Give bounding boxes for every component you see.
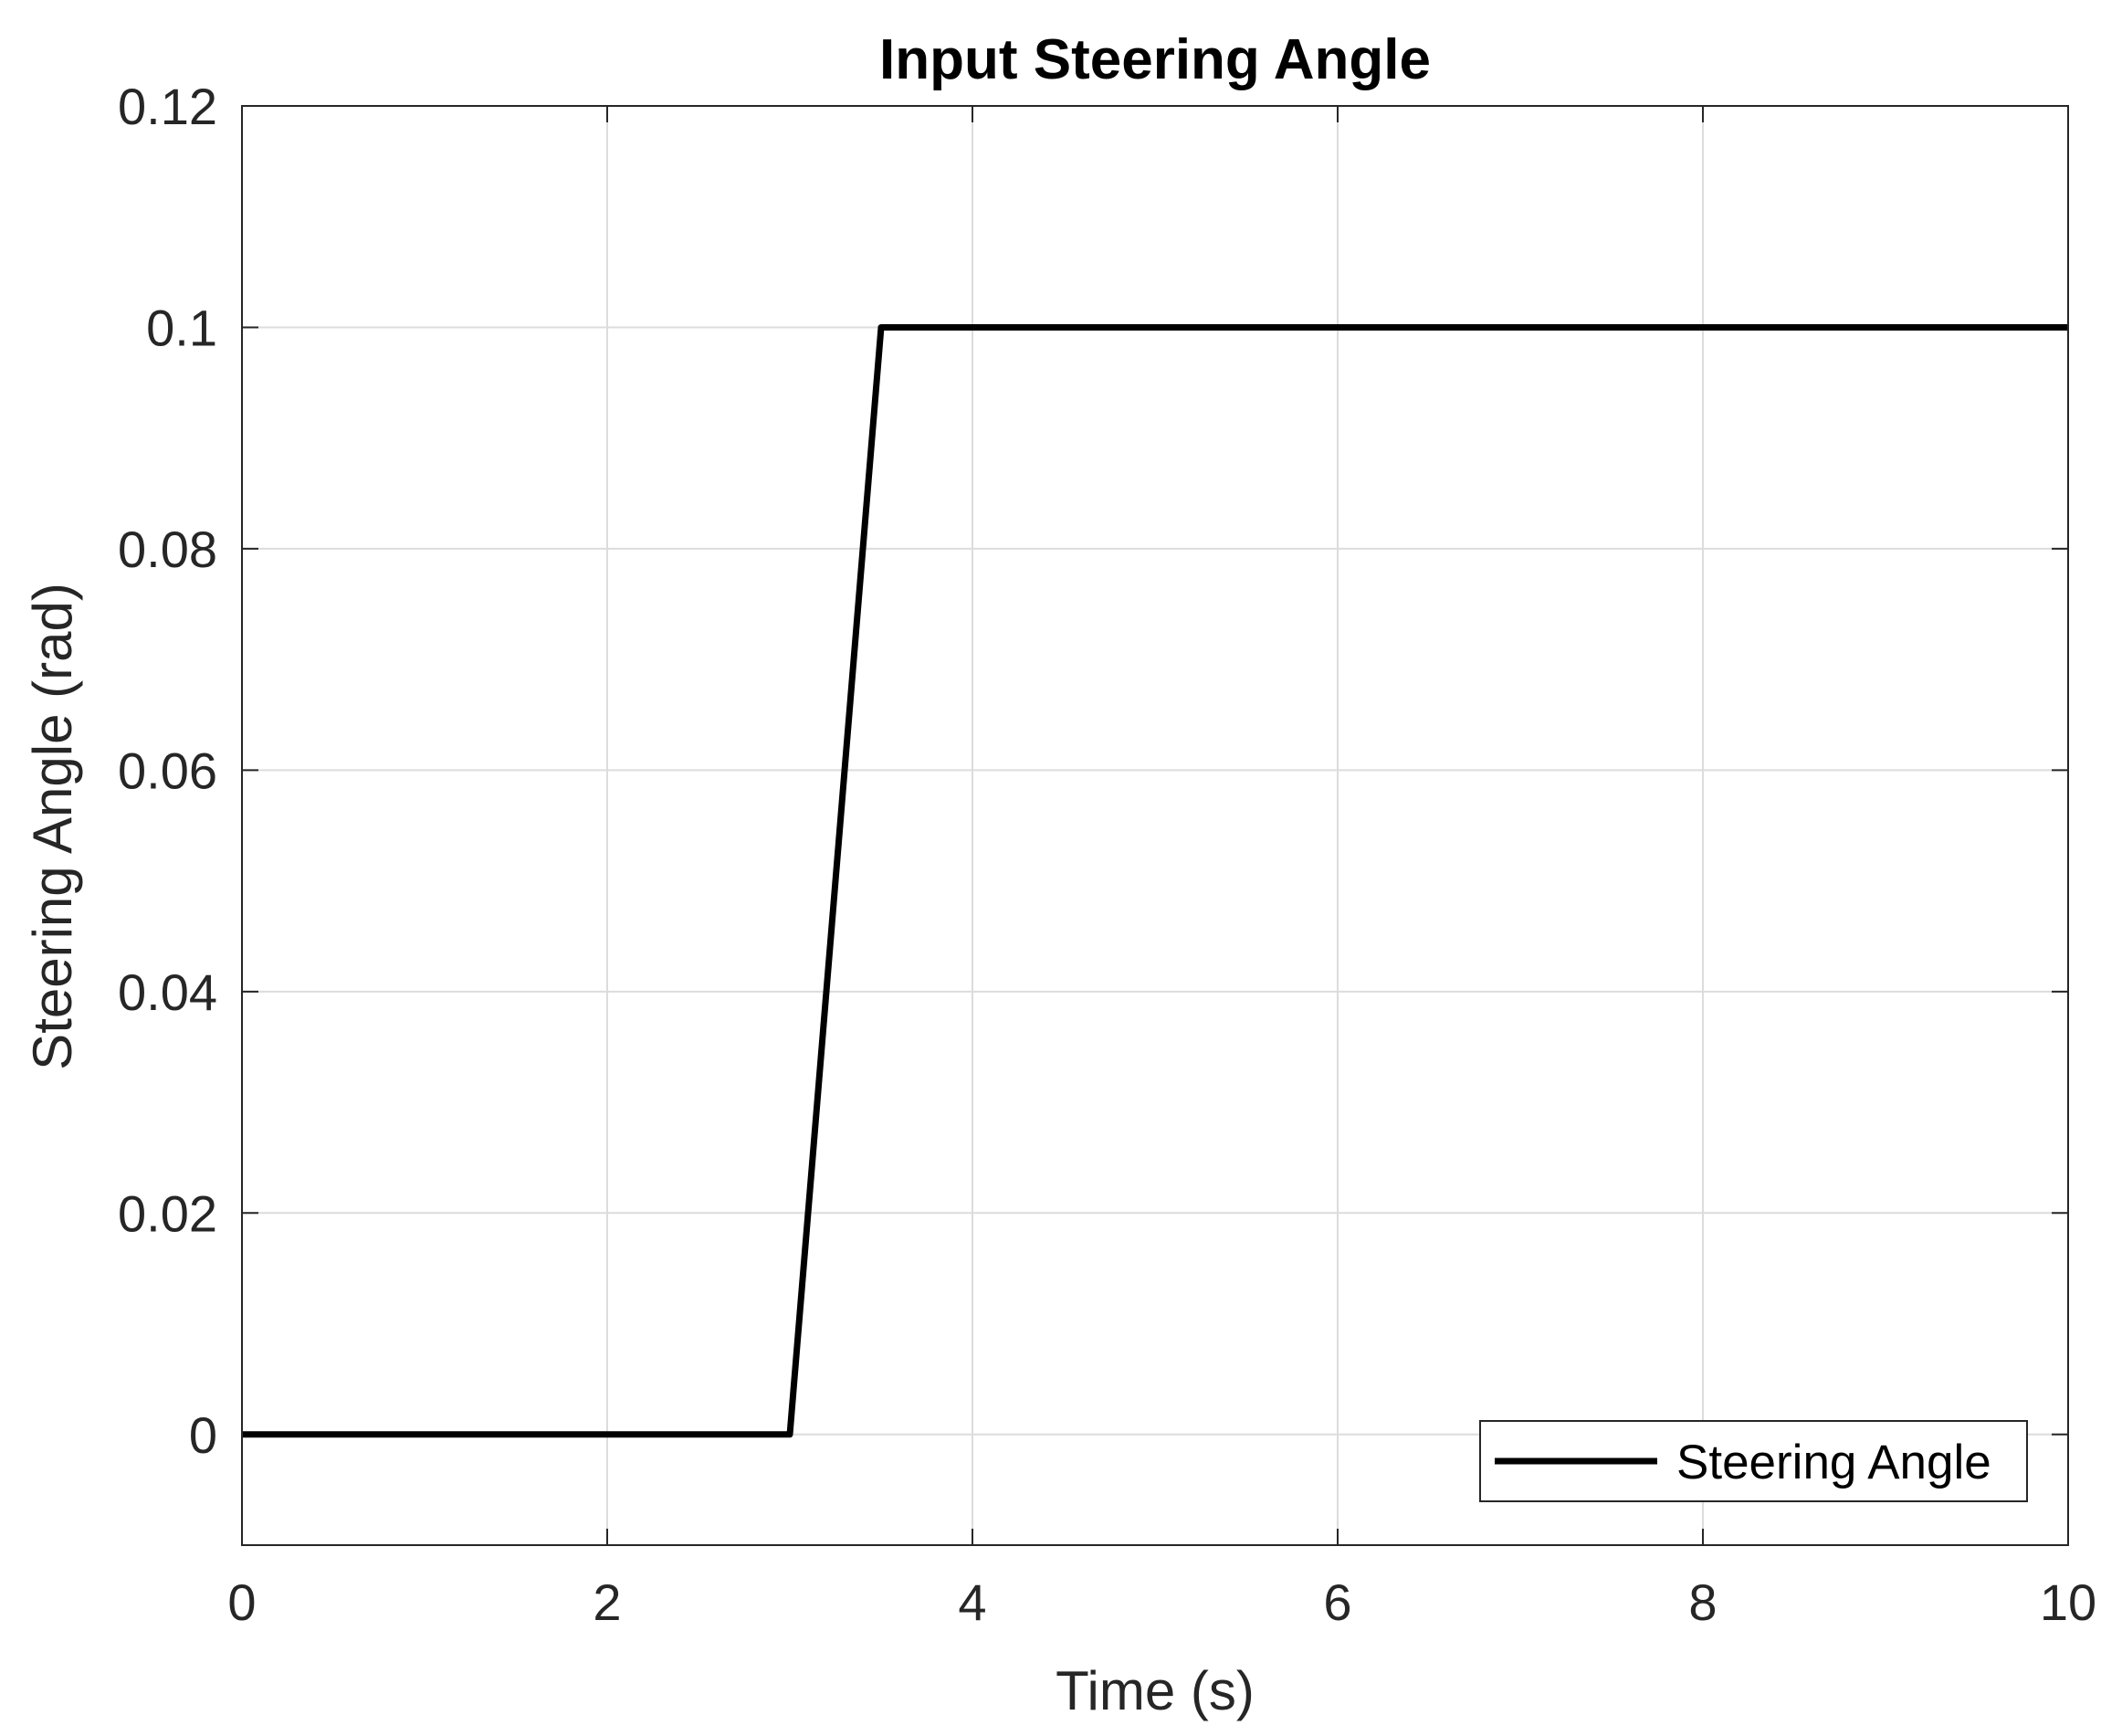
y-tick-label: 0.04 bbox=[118, 963, 217, 1021]
y-tick-label: 0.12 bbox=[118, 78, 217, 135]
y-tick-label: 0.06 bbox=[118, 742, 217, 799]
y-axis-label: Steering Angle (rad) bbox=[22, 583, 83, 1070]
x-tick-label: 2 bbox=[593, 1573, 621, 1631]
series-line-steering-angle bbox=[242, 323, 2068, 1438]
x-tick-label: 6 bbox=[1323, 1573, 1351, 1631]
x-tick-label: 4 bbox=[958, 1573, 986, 1631]
y-tick-label: 0.02 bbox=[118, 1184, 217, 1242]
x-axis-label: Time (s) bbox=[1056, 1660, 1255, 1721]
plot-frame bbox=[241, 105, 2069, 1546]
legend-label: Steering Angle bbox=[1676, 1436, 1991, 1489]
chart-title: Input Steering Angle bbox=[879, 28, 1431, 91]
y-tick-label: 0.08 bbox=[118, 521, 217, 578]
x-tick-label: 8 bbox=[1688, 1573, 1717, 1631]
y-tick-labels: 0 0.02 0.04 0.06 0.08 0.1 0.12 bbox=[118, 78, 217, 1464]
x-tick-labels: 0 2 4 6 8 10 bbox=[227, 1573, 2096, 1631]
x-tick-label: 0 bbox=[227, 1573, 256, 1631]
legend: Steering Angle bbox=[1479, 1420, 2028, 1502]
series-layer bbox=[242, 323, 2068, 1438]
y-tick-label: 0.1 bbox=[146, 299, 217, 356]
y-tick-label: 0 bbox=[189, 1406, 217, 1464]
plot-area bbox=[242, 106, 2068, 1545]
x-tick-label: 10 bbox=[2040, 1573, 2096, 1631]
